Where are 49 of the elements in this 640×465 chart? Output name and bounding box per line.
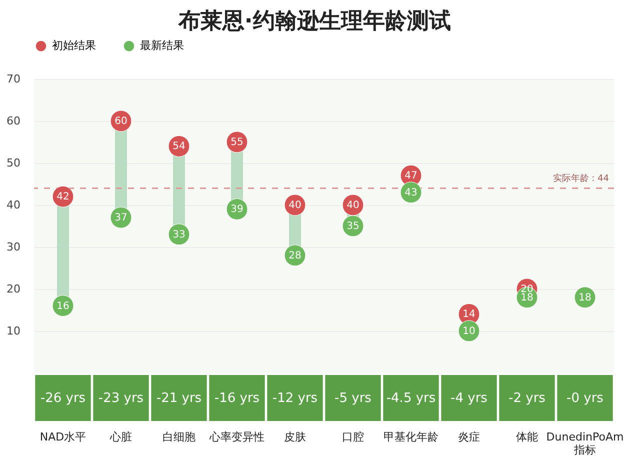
data-label: 42 — [56, 192, 70, 203]
data-label: 39 — [230, 204, 244, 216]
data-label: 16 — [56, 300, 70, 312]
x-tick-label: 白细胞 — [162, 430, 196, 444]
data-label: 18 — [578, 292, 592, 304]
y-tick-label: 30 — [6, 240, 20, 254]
text: -4 yrs — [450, 391, 488, 406]
data-label: 54 — [172, 141, 186, 152]
text: -2 yrs — [508, 391, 546, 406]
data-label: 10 — [462, 326, 476, 337]
ref-line-label: 实际年龄 : 44 — [552, 173, 610, 184]
data-label: 40 — [346, 200, 360, 211]
y-tick-label: 10 — [6, 324, 20, 338]
data-label: 47 — [404, 170, 418, 182]
data-label: 28 — [288, 250, 302, 262]
x-tick-label: 皮肤 — [284, 430, 306, 444]
x-tick-label: NAD水平 — [40, 430, 86, 444]
x-tick-label: 心脏 — [109, 430, 132, 444]
text: -16 yrs — [214, 391, 260, 406]
data-label: 60 — [114, 116, 128, 127]
y-tick-label: 20 — [6, 282, 20, 296]
y-tick-label: 70 — [6, 72, 20, 86]
data-label: 55 — [230, 137, 244, 148]
y-tick-label: 60 — [6, 114, 20, 128]
x-tick-label: 口腔 — [342, 430, 364, 444]
x-tick-label: DunedinPoAm 指标 — [546, 430, 624, 456]
x-tick-label: 心率变异性 — [208, 430, 264, 444]
text: -5 yrs — [334, 391, 372, 406]
text: -21 yrs — [156, 391, 202, 406]
data-label: 43 — [404, 187, 418, 198]
text: -23 yrs — [98, 391, 144, 406]
legend-label: 最新结果 — [140, 39, 184, 52]
y-tick-label: 50 — [6, 156, 20, 170]
text: -0 yrs — [566, 391, 604, 406]
chart-title: 布莱恩·约翰逊生理年龄测试 — [177, 9, 451, 34]
text: -4.5 yrs — [386, 391, 436, 406]
y-tick-label: 40 — [6, 198, 20, 212]
legend-label: 初始结果 — [52, 39, 96, 52]
text: -26 yrs — [40, 391, 86, 406]
data-label: 35 — [346, 221, 360, 232]
data-label: 40 — [288, 200, 302, 211]
data-label: 33 — [172, 229, 186, 240]
data-label: 37 — [114, 212, 128, 224]
data-label: 18 — [520, 292, 534, 304]
x-tick-label: 炎症 — [458, 430, 480, 444]
x-tick-label: 体能 — [516, 430, 538, 444]
text: -12 yrs — [272, 391, 318, 406]
x-tick-label: 甲基化年龄 — [384, 430, 438, 444]
data-label: 14 — [462, 309, 476, 320]
